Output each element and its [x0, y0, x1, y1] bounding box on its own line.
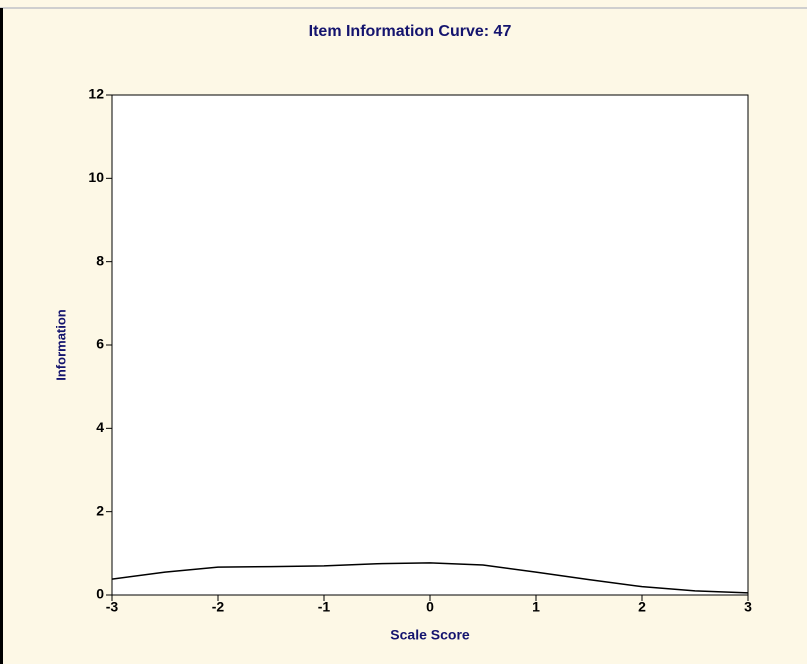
x-tick-label: 3: [744, 599, 752, 615]
x-tick-label: -2: [212, 599, 225, 615]
y-tick-label: 4: [96, 419, 104, 435]
y-tick-label: 8: [96, 252, 104, 268]
chart-title: Item Information Curve: 47: [309, 23, 512, 40]
x-tick-label: 0: [426, 599, 434, 615]
y-tick-label: 0: [96, 586, 104, 602]
x-tick-label: 1: [532, 599, 540, 615]
y-tick-label: 2: [96, 502, 104, 518]
y-tick-label: 6: [96, 336, 104, 352]
y-axis-label: Information: [53, 309, 68, 381]
plot-area: [111, 94, 749, 596]
x-axis-label: Scale Score: [390, 627, 470, 643]
data-line: [111, 562, 749, 594]
y-tick-label: 12: [88, 86, 104, 102]
x-tick-label: -3: [106, 599, 119, 615]
x-tick-label: 2: [638, 599, 646, 615]
x-tick-label: -1: [318, 599, 331, 615]
y-tick-label: 10: [88, 169, 104, 185]
